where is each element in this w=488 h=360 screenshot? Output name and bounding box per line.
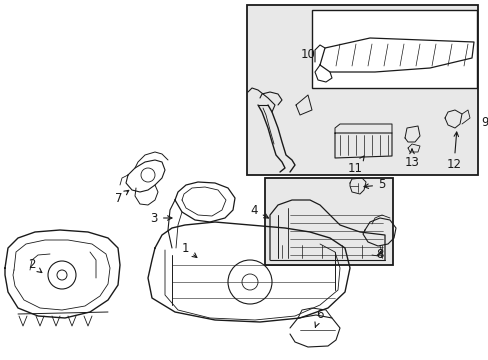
Text: 13: 13 bbox=[404, 149, 419, 168]
Text: 8: 8 bbox=[376, 248, 383, 261]
Bar bbox=[264, 178, 392, 265]
Bar bbox=[246, 5, 477, 175]
Text: 2: 2 bbox=[28, 258, 42, 273]
Text: 6: 6 bbox=[314, 309, 323, 327]
Text: 7: 7 bbox=[114, 190, 128, 204]
Text: 11: 11 bbox=[347, 156, 364, 175]
Text: 3: 3 bbox=[150, 211, 172, 225]
Text: 10: 10 bbox=[301, 49, 315, 62]
Text: 12: 12 bbox=[446, 132, 461, 171]
Text: 5: 5 bbox=[363, 179, 385, 192]
Bar bbox=[311, 10, 476, 88]
Text: 9: 9 bbox=[480, 116, 488, 129]
Text: 1: 1 bbox=[181, 242, 197, 257]
Text: 4: 4 bbox=[250, 203, 268, 218]
